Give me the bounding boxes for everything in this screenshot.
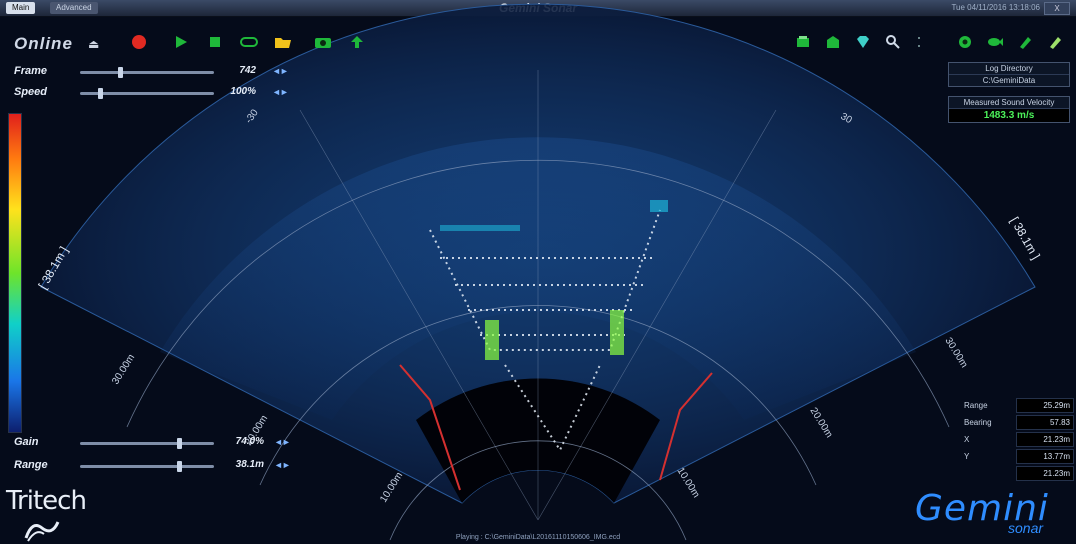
range-label: Range: [14, 459, 48, 471]
record-button[interactable]: [128, 32, 150, 52]
range-step-arrows[interactable]: ◄►: [274, 460, 291, 470]
readout-row: Bearing 57.83: [958, 414, 1074, 431]
gain-value: 74.0%: [235, 436, 264, 447]
loop-button[interactable]: [238, 32, 260, 52]
camera-icon: [315, 38, 331, 48]
gear-icon: [959, 36, 971, 48]
frame-value: 742: [239, 65, 256, 76]
ring-label-30-right: 30.00m: [942, 336, 969, 370]
sound-velocity-label: Measured Sound Velocity: [949, 97, 1069, 109]
log-directory-box[interactable]: Log Directory C:\GeminiData: [948, 62, 1070, 87]
fish-icon: [988, 38, 1003, 46]
open-folder-button[interactable]: [272, 32, 294, 52]
close-button[interactable]: X: [1044, 2, 1070, 15]
gain-slider-thumb[interactable]: [177, 438, 183, 449]
marker-icon: [1020, 37, 1031, 49]
range-value: 38.1m: [235, 459, 264, 470]
loop-icon: [240, 37, 258, 47]
play-button[interactable]: [170, 32, 192, 52]
range-slider-thumb[interactable]: [177, 461, 183, 472]
echo-highlights: [440, 200, 668, 360]
red-edge-lines: [399, 364, 713, 491]
readout-row: Range 25.29m: [958, 397, 1074, 414]
ring-label-10-right: 10.00m: [674, 466, 701, 500]
ruler-icon: [1050, 37, 1061, 49]
readout-value: 13.77m: [1015, 449, 1074, 464]
cursor-readout-table: Range 25.29m Bearing 57.83 X 21.23m Y 13.77m…: [958, 397, 1074, 482]
sonar-head-button[interactable]: [792, 32, 814, 52]
tritech-logo: Tritech: [6, 486, 87, 516]
ring-label-10-left: 10.00m: [378, 470, 405, 504]
log-directory-value: C:\GeminiData: [982, 76, 1036, 85]
speed-slider[interactable]: [80, 88, 214, 99]
speed-label: Speed: [14, 86, 48, 98]
status-bar: Playing : C:\GeminiData\L20161110150606_…: [455, 534, 621, 541]
folder-icon: [275, 38, 291, 48]
marker-button[interactable]: [1014, 32, 1036, 52]
frame-slider[interactable]: [80, 67, 214, 78]
speed-slider-thumb[interactable]: [98, 88, 104, 99]
zoom-button[interactable]: [882, 32, 904, 52]
settings-button[interactable]: [822, 32, 844, 52]
readout-key: Bearing: [964, 418, 992, 427]
settings-icon: [827, 36, 839, 48]
stop-icon: [210, 37, 220, 47]
beam-lines: [299, 70, 777, 521]
record-settings-button[interactable]: [312, 32, 334, 52]
connection-status: Online: [14, 34, 73, 53]
toolbar-separator: [908, 32, 930, 52]
frame-step-arrows[interactable]: ◄►: [272, 66, 289, 76]
target-outline: [429, 209, 661, 453]
arrow-out-icon: [351, 36, 363, 48]
gain-label: Gain: [14, 436, 39, 448]
gain-step-arrows[interactable]: ◄►: [274, 437, 291, 447]
frame-slider-thumb[interactable]: [118, 67, 124, 78]
readout-value: 21.23m: [1015, 466, 1074, 481]
readout-value: 25.29m: [1015, 398, 1074, 413]
play-icon: [176, 36, 187, 48]
speed-step-arrows[interactable]: ◄►: [272, 87, 289, 97]
sound-velocity-value: 1483.3 m/s: [949, 109, 1069, 122]
export-button[interactable]: [346, 32, 368, 52]
log-directory-label: Log Directory: [949, 63, 1069, 75]
stop-button[interactable]: [204, 32, 226, 52]
palette-button[interactable]: [852, 32, 874, 52]
speed-value: 100%: [230, 86, 256, 97]
gain-slider[interactable]: [80, 438, 214, 449]
readout-key: X: [964, 435, 970, 444]
readout-value: 21.23m: [1015, 432, 1074, 447]
gemini-logo: Gemini: [915, 488, 1049, 529]
search-icon: [886, 35, 900, 49]
record-icon: [132, 35, 146, 49]
clock-readout: Tue 04/11/2016 13:18:06: [951, 3, 1040, 12]
readout-row: 21.23m: [958, 465, 1074, 482]
ring-label-30-left: 30.00m: [110, 352, 137, 386]
tab-main[interactable]: Main: [6, 2, 36, 14]
angle-label-right: 30: [839, 111, 855, 126]
sound-velocity-box: Measured Sound Velocity 1483.3 m/s: [948, 96, 1070, 123]
readout-key: Y: [964, 452, 970, 461]
fish-button[interactable]: [984, 32, 1006, 52]
sonar-logo-subtitle: sonar: [1008, 520, 1044, 536]
sonar-head-icon: [797, 36, 809, 47]
separator-dots-icon: [918, 37, 920, 47]
ring-label-20-right: 20.00m: [807, 406, 834, 440]
readout-key: Range: [964, 401, 988, 410]
readout-value: 57.83: [1015, 415, 1074, 430]
frame-label: Frame: [14, 65, 48, 77]
tab-advanced[interactable]: Advanced: [50, 2, 98, 14]
measure-button[interactable]: [954, 32, 976, 52]
ruler-button[interactable]: [1044, 32, 1066, 52]
range-slider[interactable]: [80, 461, 214, 472]
wave-logo-icon: [24, 521, 60, 542]
gem-icon: [857, 36, 869, 48]
intensity-colour-bar: [8, 113, 22, 433]
readout-row: X 21.23m: [958, 431, 1074, 448]
eject-icon[interactable]: ⏏: [88, 37, 100, 51]
readout-row: Y 13.77m: [958, 448, 1074, 465]
